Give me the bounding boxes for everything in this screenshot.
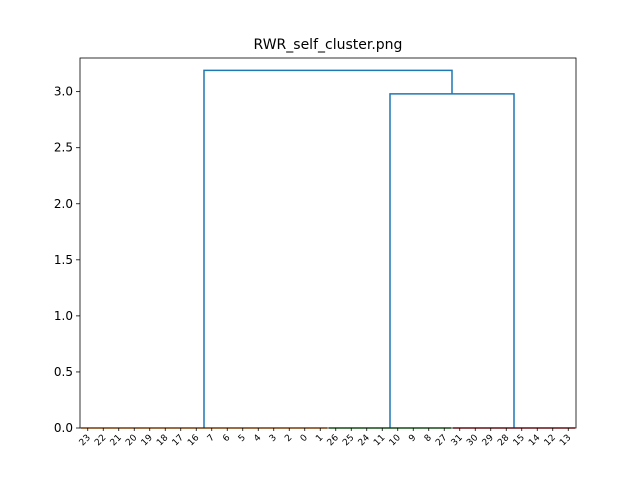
leaf-label: 5 bbox=[237, 433, 248, 444]
y-tick-label: 2.0 bbox=[54, 197, 73, 211]
leaf-label: 13 bbox=[558, 433, 573, 448]
leaf-label: 12 bbox=[543, 433, 558, 448]
leaf-label: 6 bbox=[221, 433, 232, 444]
y-tick-label: 2.5 bbox=[54, 141, 73, 155]
leaf-label: 4 bbox=[252, 433, 263, 444]
leaf-label: 28 bbox=[496, 433, 511, 448]
y-tick-label: 1.0 bbox=[54, 309, 73, 323]
leaf-label: 9 bbox=[407, 433, 418, 444]
leaf-label: 17 bbox=[171, 433, 186, 448]
leaf-label: 1 bbox=[314, 433, 325, 444]
leaf-label: 22 bbox=[93, 433, 108, 448]
leaf-label: 30 bbox=[465, 433, 480, 448]
leaf-label: 20 bbox=[124, 433, 139, 448]
leaf-label: 0 bbox=[299, 433, 310, 444]
leaf-label: 8 bbox=[423, 433, 434, 444]
axes-frame bbox=[79, 57, 577, 429]
leaf-label: 27 bbox=[434, 433, 449, 448]
y-tick-label: 1.5 bbox=[54, 253, 73, 267]
leaf-label: 11 bbox=[372, 433, 387, 448]
leaf-label: 10 bbox=[388, 433, 403, 448]
y-tick-label: 0.0 bbox=[54, 421, 73, 435]
leaf-label: 7 bbox=[206, 433, 217, 444]
leaf-label: 31 bbox=[450, 433, 465, 448]
leaf-label: 16 bbox=[186, 433, 201, 448]
leaf-label: 3 bbox=[268, 433, 279, 444]
leaf-label: 29 bbox=[481, 433, 496, 448]
x-axis-leaf-labels: 23 22 21 20 19 18 17 16 7 6 5 4 3 2 0 1 26 25 24 11 10 9 8 27 31… bbox=[78, 428, 573, 448]
leaf-label: 15 bbox=[512, 433, 527, 448]
leaf-label: 2 bbox=[283, 433, 294, 444]
merge-1-link bbox=[389, 93, 515, 428]
leaf-label: 21 bbox=[109, 433, 124, 448]
chart-title: RWR_self_cluster.png bbox=[254, 37, 403, 53]
leaf-label: 19 bbox=[140, 433, 155, 448]
merge-2-link bbox=[203, 69, 453, 428]
y-tick-label: 3.0 bbox=[54, 85, 73, 99]
leaf-label: 18 bbox=[155, 433, 170, 448]
leaf-label: 23 bbox=[78, 433, 93, 448]
dendrogram-links bbox=[81, 69, 575, 429]
leaf-label: 24 bbox=[357, 433, 372, 448]
leaf-label: 26 bbox=[326, 433, 341, 448]
y-tick-label: 0.5 bbox=[54, 365, 73, 379]
leaf-label: 25 bbox=[341, 433, 356, 448]
y-axis: 0.0 0.5 1.0 1.5 2.0 2.5 3.0 bbox=[54, 85, 80, 435]
leaf-label: 14 bbox=[527, 433, 542, 448]
